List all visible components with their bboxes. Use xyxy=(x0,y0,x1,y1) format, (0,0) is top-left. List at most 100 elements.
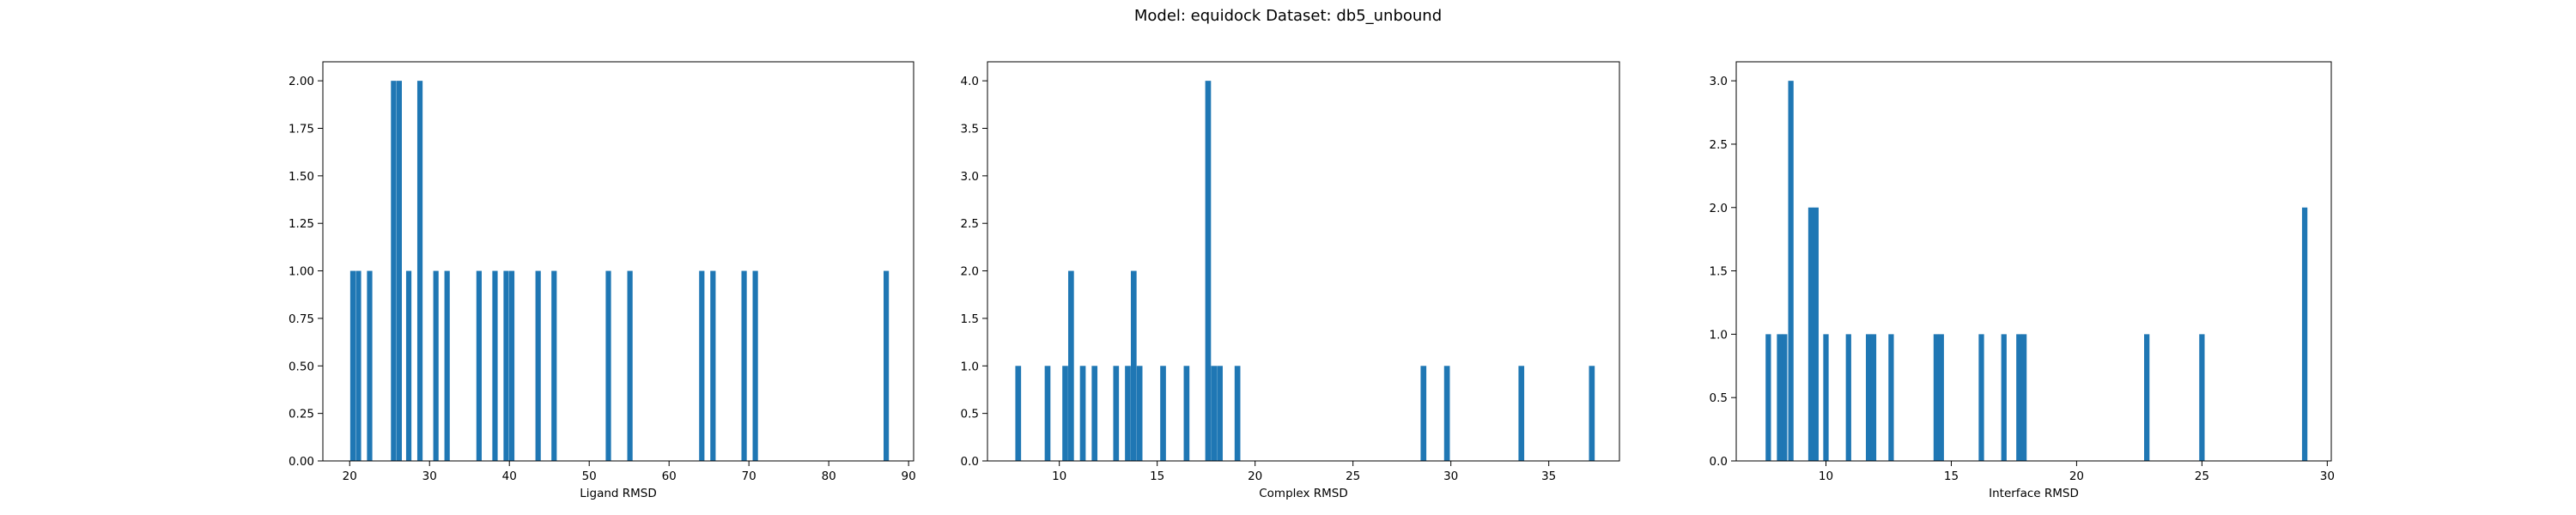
x-tick-label: 25 xyxy=(1346,470,1360,483)
y-tick-label: 2.0 xyxy=(1710,202,1728,215)
y-tick-label: 2.0 xyxy=(961,265,979,279)
histogram-bar xyxy=(349,270,356,461)
y-tick-label: 0.75 xyxy=(289,312,314,326)
histogram-bar xyxy=(1443,366,1450,461)
subplots: 20 30 40 50 60 70 80 90 0.00 0.25 0.50 0.75 1.00 1.25… xyxy=(289,61,2335,500)
histogram-bar xyxy=(1777,334,1783,461)
x-tick-label: 30 xyxy=(2320,470,2335,483)
y-tick-label: 2.5 xyxy=(961,217,979,231)
histogram-bar xyxy=(503,270,509,461)
histogram-bar xyxy=(391,81,397,462)
histogram-bar xyxy=(508,270,515,461)
y-tick-label: 3.0 xyxy=(1710,75,1728,88)
y-tick-label: 0.0 xyxy=(1710,455,1728,469)
x-tick-label: 50 xyxy=(582,470,597,483)
axes-frame xyxy=(1735,61,2332,462)
histogram-bar xyxy=(2199,334,2205,461)
histogram-bar xyxy=(741,270,747,461)
histogram-bar xyxy=(1160,366,1166,461)
histogram-bar xyxy=(1933,334,1940,461)
x-tick-label: 40 xyxy=(502,470,517,483)
x-tick-label: 30 xyxy=(422,470,437,483)
histogram-bar xyxy=(2020,334,2027,461)
x-tick-label: 60 xyxy=(662,470,677,483)
x-axis-label: Interface RMSD xyxy=(1989,487,2079,500)
histogram-bar xyxy=(627,270,633,461)
histogram-bar xyxy=(396,81,402,462)
histogram-bar xyxy=(1234,366,1241,461)
x-tick-label: 25 xyxy=(2195,470,2209,483)
x-axis-label: Ligand RMSD xyxy=(580,487,657,500)
histogram-bar xyxy=(2016,334,2022,461)
histogram-bar xyxy=(752,270,758,461)
x-tick-label: 70 xyxy=(742,470,756,483)
histogram-bar xyxy=(1205,81,1212,462)
histogram-bar xyxy=(492,270,498,461)
histogram-bar xyxy=(476,270,482,461)
x-tick-label: 15 xyxy=(1944,470,1959,483)
histogram-bar xyxy=(1845,334,1851,461)
histogram-bar xyxy=(1788,81,1794,462)
axes-frame xyxy=(987,61,1620,462)
x-tick-label: 15 xyxy=(1150,470,1164,483)
histogram-bar xyxy=(416,81,423,462)
y-tick-label: 2.00 xyxy=(289,75,314,88)
histogram-bar xyxy=(2144,334,2150,461)
histogram-bar xyxy=(1044,366,1051,461)
y-tick-label: 1.00 xyxy=(289,265,314,279)
y-tick-label: 1.50 xyxy=(289,170,314,184)
histogram-bar xyxy=(1211,366,1218,461)
histogram-bar xyxy=(535,270,541,461)
histogram-bar xyxy=(1589,366,1595,461)
histogram-bar xyxy=(1938,334,1944,461)
y-tick-label: 0.25 xyxy=(289,408,314,421)
histogram-bar xyxy=(1518,366,1525,461)
histogram-bar xyxy=(444,270,450,461)
histogram-bar xyxy=(1217,366,1223,461)
histogram-bar xyxy=(699,270,705,461)
x-axis-label: Complex RMSD xyxy=(1259,487,1348,500)
y-tick-label: 1.75 xyxy=(289,123,314,136)
x-tick-label: 35 xyxy=(1541,470,1556,483)
histogram-bar xyxy=(1062,366,1068,461)
histogram-bar xyxy=(1091,366,1098,461)
y-tick-label: 0.5 xyxy=(961,408,979,421)
histogram-bar xyxy=(1130,270,1137,461)
y-tick-label: 1.25 xyxy=(289,217,314,231)
histogram-bar xyxy=(2301,207,2308,461)
y-tick-label: 1.5 xyxy=(961,312,979,326)
histogram-bar xyxy=(1978,334,1984,461)
subplot-3: 10 15 20 25 30 0.0 0.5 1.0 1.5 2.0 2.5 3.0 Interface… xyxy=(1710,61,2335,500)
y-tick-label: 1.0 xyxy=(1710,328,1728,342)
histogram-bar xyxy=(1865,334,1872,461)
axes-frame xyxy=(322,61,914,462)
y-tick-label: 4.0 xyxy=(961,75,979,88)
histogram-bar xyxy=(1870,334,1877,461)
histogram-bar xyxy=(1136,366,1143,461)
histogram-bar xyxy=(1782,334,1788,461)
histogram-bar xyxy=(1183,366,1190,461)
histogram-bar xyxy=(1765,334,1771,461)
histogram-bar xyxy=(884,270,890,461)
histogram-bar xyxy=(1125,366,1131,461)
histogram-bar xyxy=(710,270,716,461)
y-tick-label: 0.50 xyxy=(289,360,314,373)
histogram-bar xyxy=(2001,334,2007,461)
histogram-bar xyxy=(1079,366,1086,461)
histogram-bar xyxy=(1823,334,1829,461)
y-tick-label: 1.0 xyxy=(961,360,979,373)
histogram-bar xyxy=(1813,207,1819,461)
x-tick-label: 90 xyxy=(902,470,916,483)
histogram-bar xyxy=(367,270,373,461)
histogram-bar xyxy=(405,270,412,461)
histogram-bar xyxy=(1888,334,1894,461)
x-tick-label: 80 xyxy=(822,470,836,483)
histogram-bar xyxy=(1420,366,1427,461)
histogram-bar xyxy=(605,270,611,461)
y-tick-label: 0.00 xyxy=(289,455,314,469)
y-tick-label: 0.5 xyxy=(1710,391,1728,405)
figure-suptitle: Model: equidock Dataset: db5_unbound xyxy=(1134,7,1442,25)
y-tick-label: 1.5 xyxy=(1710,265,1728,279)
